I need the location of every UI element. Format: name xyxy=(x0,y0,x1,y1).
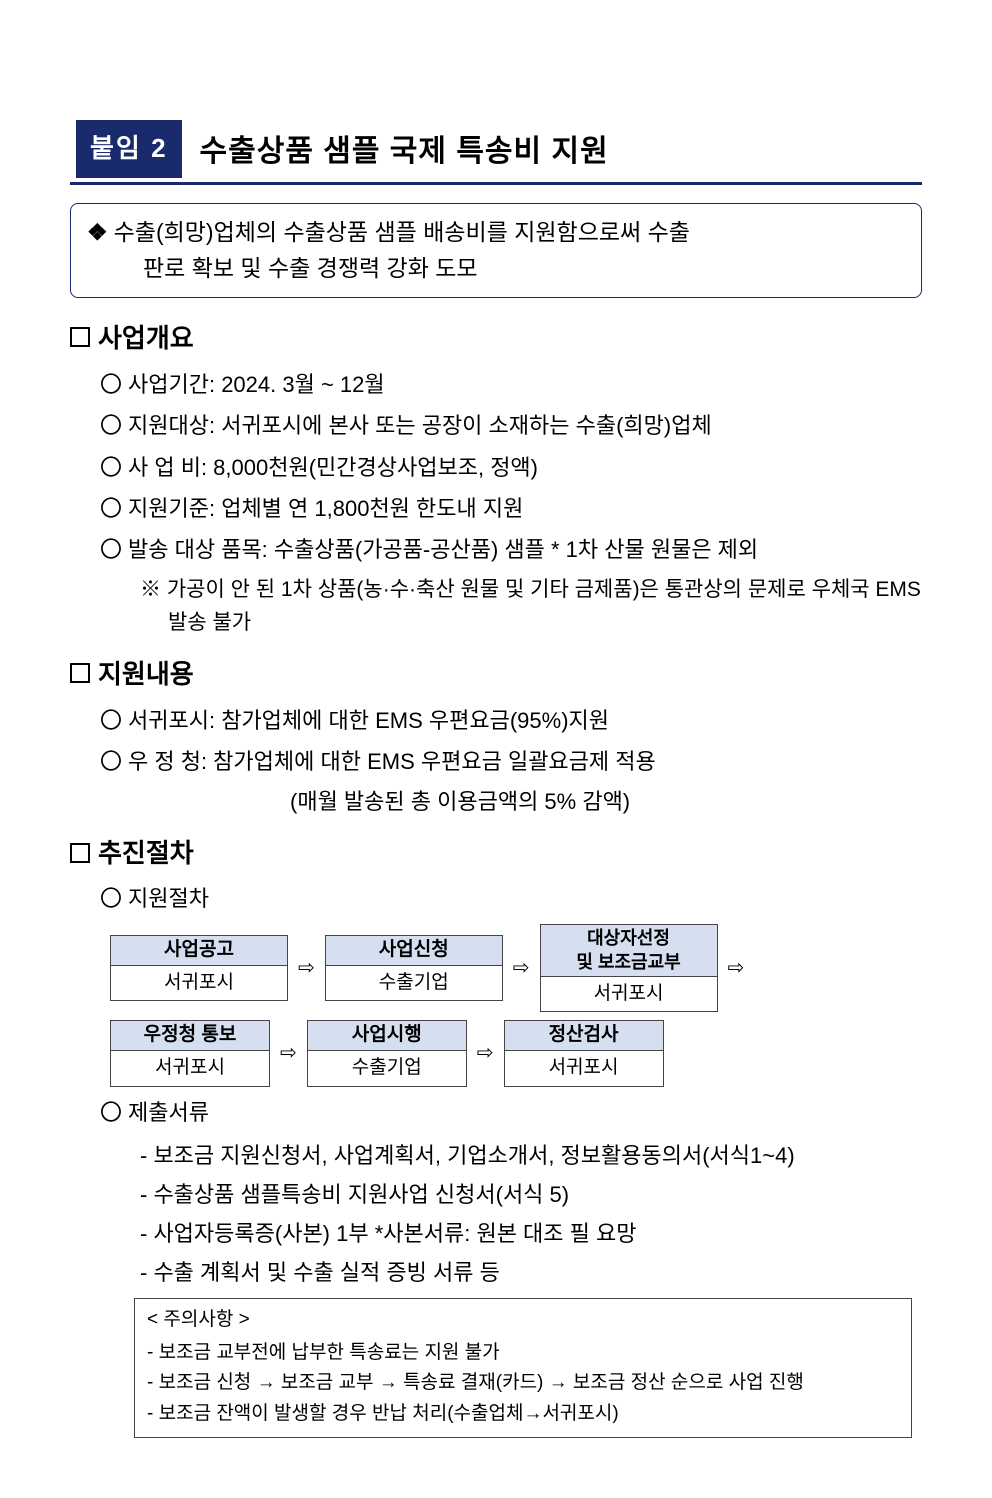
content-item: 〇우 정 청: 참가업체에 대한 EMS 우편요금 일괄요금제 적용 xyxy=(94,743,922,780)
flow-row-2: 우정청 통보 서귀포시 ⇨ 사업시행 수출기업 ⇨ 정산검사 서귀포시 xyxy=(110,1020,922,1086)
attachment-badge: 붙임 2 xyxy=(76,120,182,178)
overview-item-text: 지원기준: 업체별 연 1,800천원 한도내 지원 xyxy=(128,496,523,521)
caution-title: < 주의사항 > xyxy=(147,1305,899,1335)
flow-step-title: 사업시행 xyxy=(308,1021,466,1051)
flow-step: 대상자선정및 보조금교부 서귀포시 xyxy=(540,924,718,1012)
doc-item: - 보조금 지원신청서, 사업계획서, 기업소개서, 정보활용동의서(서식1~4… xyxy=(88,1138,922,1173)
doc-item: - 수출상품 샘플특송비 지원사업 신청서(서식 5) xyxy=(88,1177,922,1212)
flow-step-actor: 수출기업 xyxy=(326,966,502,1000)
section-content-head: 지원내용 xyxy=(70,654,922,696)
arrow-icon: ⇨ xyxy=(298,952,315,984)
doc-item: - 수출 계획서 및 수출 실적 증빙 서류 등 xyxy=(88,1255,922,1290)
content-item-text: 서귀포시: 참가업체에 대한 EMS 우편요금(95%)지원 xyxy=(128,708,609,733)
arrow-icon: ⇨ xyxy=(280,1037,297,1069)
content-subline: (매월 발송된 총 이용금액의 5% 감액) xyxy=(70,784,922,819)
flow-diagram: 사업공고 서귀포시 ⇨ 사업신청 수출기업 ⇨ 대상자선정및 보조금교부 서귀포… xyxy=(70,924,922,1086)
overview-item: 〇사업기간: 2024. 3월 ~ 12월 xyxy=(94,366,922,403)
flow-row-1: 사업공고 서귀포시 ⇨ 사업신청 수출기업 ⇨ 대상자선정및 보조금교부 서귀포… xyxy=(110,924,922,1012)
overview-item: 〇발송 대상 품목: 수출상품(가공품-공산품) 샘플 * 1차 산물 원물은 … xyxy=(94,531,922,568)
flow-step-title: 대상자선정및 보조금교부 xyxy=(541,925,717,977)
arrow-icon: ⇨ xyxy=(513,952,530,984)
flow-step: 사업공고 서귀포시 xyxy=(110,935,288,1001)
flow-step: 사업시행 수출기업 xyxy=(307,1020,467,1086)
overview-item: 〇사 업 비: 8,000천원(민간경상사업보조, 정액) xyxy=(94,449,922,486)
procedure-sub2: 〇제출서류 xyxy=(70,1095,922,1130)
procedure-sub1-text: 지원절차 xyxy=(128,886,209,911)
summary-line1: ❖수출(희망)업체의 수출상품 샘플 배송비를 지원함으로써 수출 xyxy=(87,214,905,251)
caution-item: - 보조금 잔액이 발생할 경우 반납 처리(수출업체→서귀포시) xyxy=(147,1399,899,1429)
page-title: 수출상품 샘플 국제 특송비 지원 xyxy=(182,120,609,182)
flow-step: 사업신청 수출기업 xyxy=(325,935,503,1001)
content-item-text: 우 정 청: 참가업체에 대한 EMS 우편요금 일괄요금제 적용 xyxy=(128,749,656,774)
section-overview-head: 사업개요 xyxy=(70,318,922,360)
flow-step-actor: 서귀포시 xyxy=(541,977,717,1011)
flow-step-actor: 서귀포시 xyxy=(111,966,287,1000)
arrow-icon: ⇨ xyxy=(728,952,745,984)
procedure-sub2-text: 제출서류 xyxy=(128,1100,209,1125)
flow-step: 우정청 통보 서귀포시 xyxy=(110,1020,270,1086)
overview-item: 〇지원기준: 업체별 연 1,800천원 한도내 지원 xyxy=(94,490,922,527)
summary-text-1: 수출(희망)업체의 수출상품 샘플 배송비를 지원함으로써 수출 xyxy=(114,219,690,245)
summary-line2: 판로 확보 및 수출 경쟁력 강화 도모 xyxy=(87,250,905,287)
section-procedure-label: 추진절차 xyxy=(98,838,194,868)
flow-step-title: 우정청 통보 xyxy=(111,1021,269,1051)
overview-note: ※ 가공이 안 된 1차 상품(농·수·축산 원물 및 기타 금제품)은 통관상… xyxy=(98,573,922,640)
flow-step-actor: 수출기업 xyxy=(308,1051,466,1085)
title-bar: 붙임 2 수출상품 샘플 국제 특송비 지원 xyxy=(70,120,922,185)
caution-item: - 보조금 교부전에 납부한 특송료는 지원 불가 xyxy=(147,1338,899,1368)
flow-step-title: 정산검사 xyxy=(505,1021,663,1051)
checkbox-icon xyxy=(70,327,90,347)
flow-step-title: 사업신청 xyxy=(326,936,502,966)
overview-item-text: 사업기간: 2024. 3월 ~ 12월 xyxy=(128,372,385,397)
overview-item-text: 발송 대상 품목: 수출상품(가공품-공산품) 샘플 * 1차 산물 원물은 제… xyxy=(128,537,758,562)
section-procedure-head: 추진절차 xyxy=(70,833,922,875)
caution-box: < 주의사항 > - 보조금 교부전에 납부한 특송료는 지원 불가 - 보조금… xyxy=(134,1298,912,1438)
flow-step-actor: 서귀포시 xyxy=(505,1051,663,1085)
section-overview-label: 사업개요 xyxy=(98,323,194,353)
arrow-icon: ⇨ xyxy=(477,1037,494,1069)
summary-box: ❖수출(희망)업체의 수출상품 샘플 배송비를 지원함으로써 수출 판로 확보 … xyxy=(70,203,922,299)
caution-item: - 보조금 신청 → 보조금 교부 → 특송료 결재(카드) → 보조금 정산 … xyxy=(147,1368,899,1398)
checkbox-icon xyxy=(70,663,90,683)
flow-step-title: 사업공고 xyxy=(111,936,287,966)
content-item: 〇서귀포시: 참가업체에 대한 EMS 우편요금(95%)지원 xyxy=(94,702,922,739)
overview-item-text: 지원대상: 서귀포시에 본사 또는 공장이 소재하는 수출(희망)업체 xyxy=(128,413,712,438)
flow-step-actor: 서귀포시 xyxy=(111,1051,269,1085)
section-content-label: 지원내용 xyxy=(98,659,194,689)
diamond-icon: ❖ xyxy=(87,219,108,245)
procedure-sub1: 〇지원절차 xyxy=(70,881,922,916)
doc-item: - 사업자등록증(사본) 1부 *사본서류: 원본 대조 필 요망 xyxy=(88,1216,922,1251)
checkbox-icon xyxy=(70,843,90,863)
flow-step: 정산검사 서귀포시 xyxy=(504,1020,664,1086)
overview-item-text: 사 업 비: 8,000천원(민간경상사업보조, 정액) xyxy=(128,455,538,480)
overview-item: 〇지원대상: 서귀포시에 본사 또는 공장이 소재하는 수출(희망)업체 xyxy=(94,407,922,444)
